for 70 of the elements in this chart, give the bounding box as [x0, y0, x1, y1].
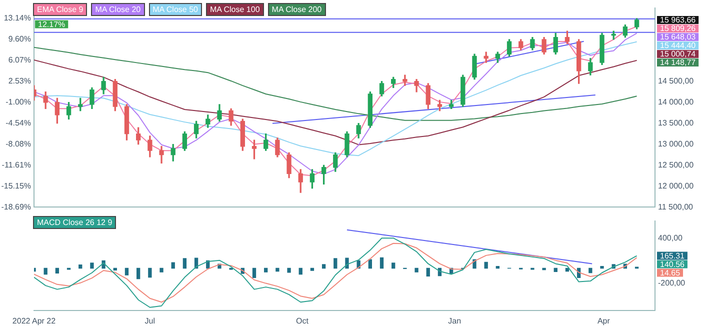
- text: 15 809,26: [660, 24, 696, 34]
- y-tick-label: 13 000,00: [658, 140, 694, 148]
- y2-tick-label: 9.60%: [8, 34, 31, 44]
- bar: [554, 268, 558, 272]
- text: 165.31: [660, 251, 686, 260]
- bar: [44, 268, 48, 275]
- y2-tick-label: -18.69%: [1, 202, 31, 212]
- y-tick-label: 14 000,00: [658, 98, 694, 107]
- text: MA Close 200: [268, 3, 326, 16]
- bar: [392, 262, 396, 269]
- bar: [380, 257, 384, 269]
- bar: [496, 266, 500, 269]
- bar: [171, 262, 175, 269]
- y2-tick-label: 13.14%: [4, 14, 31, 23]
- bar: [310, 268, 314, 271]
- text: 15 000,74: [660, 50, 696, 59]
- y2-tick-label: -4.54%: [6, 118, 31, 128]
- bar: [113, 268, 117, 270]
- annotation: 12.17%: [38, 20, 66, 29]
- y2-tick-label: 6.07%: [8, 56, 31, 65]
- bar: [484, 262, 488, 269]
- y-tick-label: 400,00: [658, 233, 684, 242]
- bar: [334, 258, 338, 269]
- text: 14.65: [660, 268, 681, 278]
- bar: [252, 268, 256, 278]
- bar: [160, 268, 164, 272]
- y-tick-label: -200,00: [658, 278, 686, 288]
- y-tick-label: 12 000,00: [658, 181, 694, 190]
- x-tick-label: Jul: [144, 316, 156, 326]
- x-tick-label: Jan: [448, 316, 462, 326]
- bar: [136, 268, 140, 280]
- bar: [90, 262, 94, 269]
- y2-tick-label: 2.53%: [8, 76, 31, 86]
- text: 15 648,03: [660, 32, 696, 42]
- text: 14 148,77: [660, 58, 696, 68]
- text: 15 444,40: [660, 41, 696, 50]
- bar: [368, 259, 372, 269]
- y-tick-label: 11 500,00: [658, 202, 694, 212]
- text: 15 963,66: [660, 16, 696, 25]
- x-tick-label: 2022 Apr 22: [12, 316, 56, 326]
- text: MA Close 20: [91, 3, 145, 16]
- bar: [298, 268, 302, 275]
- bar: [426, 268, 430, 276]
- x-tick-label: Apr: [597, 316, 610, 326]
- bar: [55, 268, 60, 274]
- y-tick-label: 12 500,00: [658, 160, 694, 170]
- bar: [124, 268, 129, 276]
- y2-tick-label: -15.15%: [1, 181, 31, 190]
- text: 140.56: [660, 260, 686, 269]
- bar: [588, 268, 592, 274]
- x-tick-label: Oct: [296, 316, 310, 326]
- y-tick-label: 14 500,00: [658, 76, 694, 86]
- bar: [182, 258, 187, 269]
- text: MA Close 100: [206, 3, 264, 16]
- bar: [542, 268, 546, 270]
- text: MACD Close 26 12 9: [33, 216, 116, 229]
- y2-tick-label: -11.61%: [2, 160, 31, 170]
- bar: [322, 264, 326, 269]
- bar: [276, 268, 280, 272]
- bar: [148, 268, 152, 278]
- bar: [414, 268, 418, 272]
- bar: [600, 266, 604, 269]
- text: EMA Close 9: [33, 3, 88, 16]
- y2-tick-label: -8.08%: [6, 140, 31, 148]
- text: MA Close 50: [148, 3, 202, 16]
- y-tick-label: 13 500,00: [658, 118, 694, 128]
- bar: [78, 264, 82, 269]
- bar: [264, 268, 268, 272]
- y2-tick-label: -1.00%: [6, 98, 31, 107]
- bar: [287, 268, 291, 273]
